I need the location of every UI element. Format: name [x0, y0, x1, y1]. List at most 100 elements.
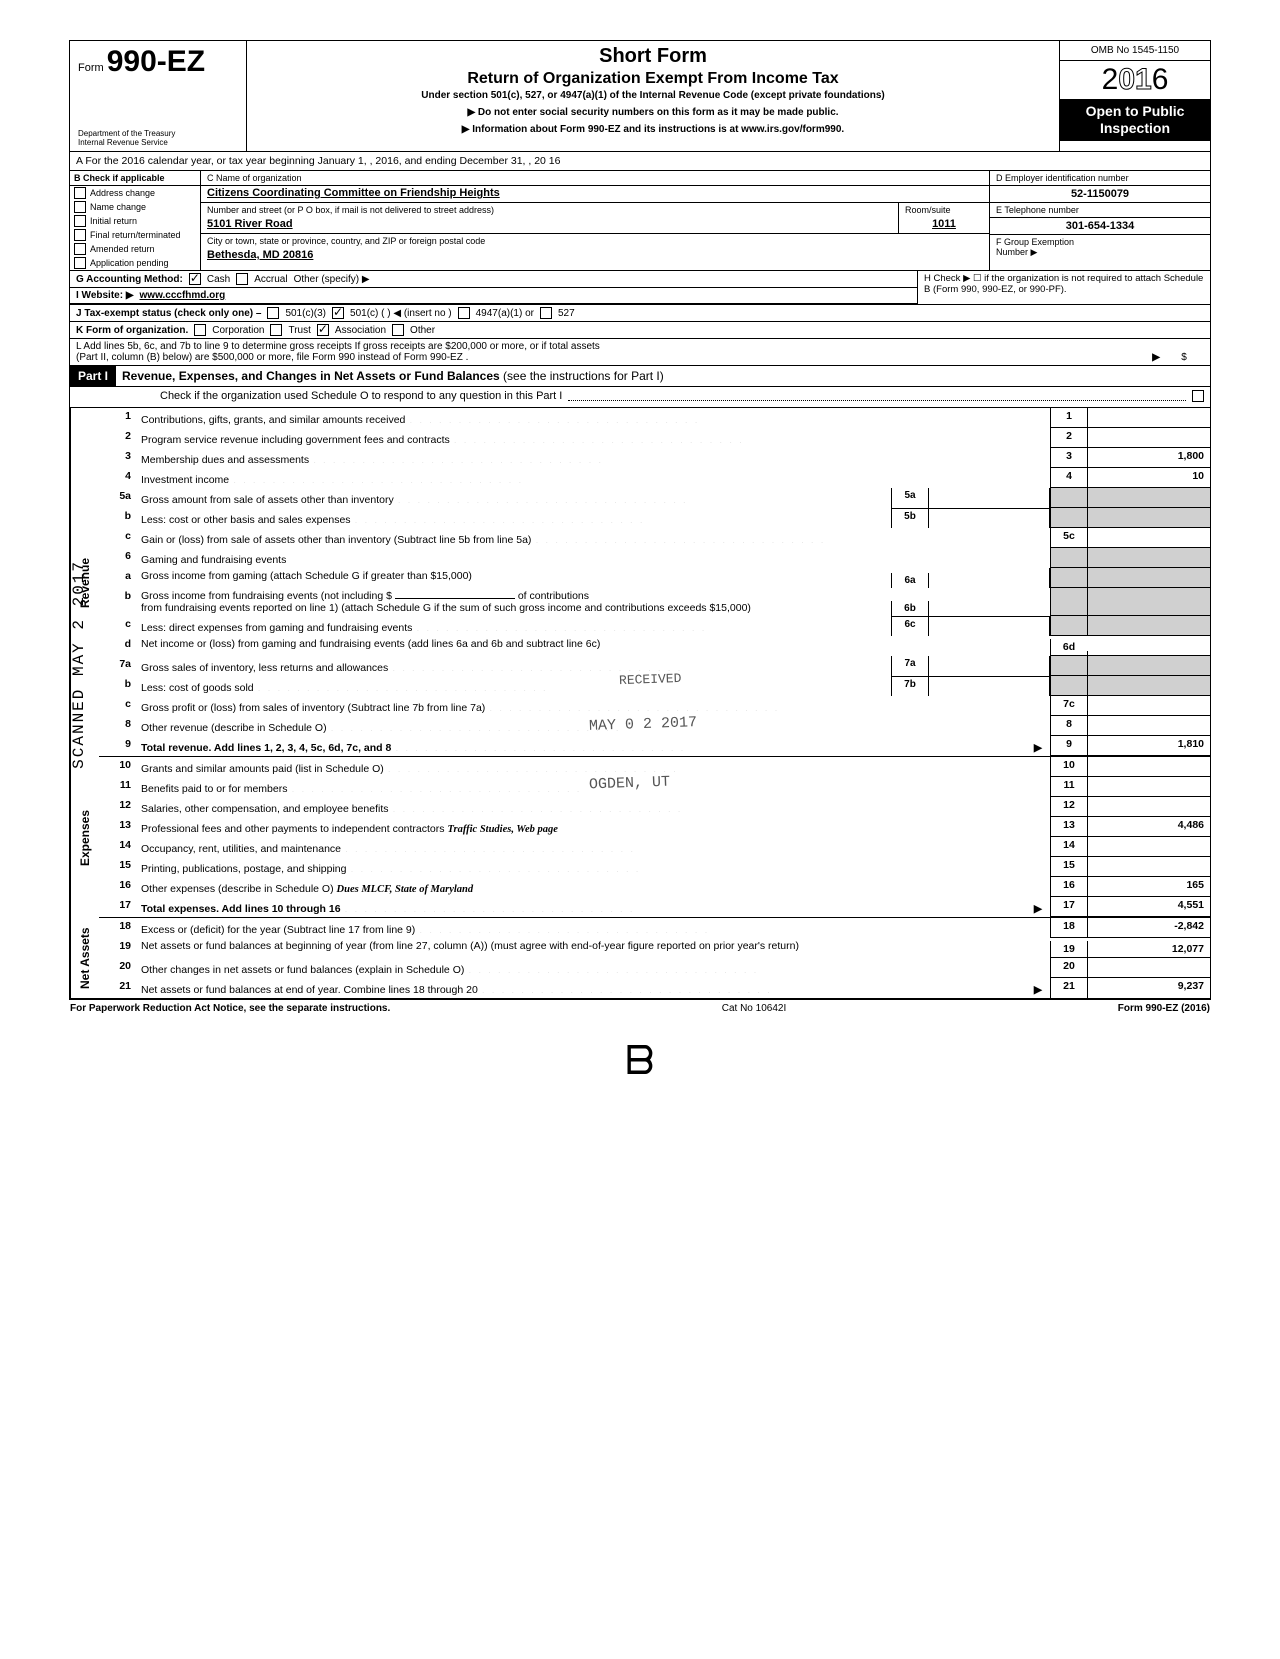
footer-cat: Cat No 10642I: [390, 1003, 1117, 1014]
line19-label: Net assets or fund balances at beginning…: [141, 940, 799, 952]
amt-18: -2,842: [1087, 918, 1210, 938]
label-org-name: C Name of organization: [201, 171, 989, 186]
label-ein: D Employer identification number: [990, 171, 1210, 186]
amt-13: 4,486: [1087, 817, 1210, 837]
cb-final-return[interactable]: [74, 229, 86, 241]
dept-treasury: Department of the Treasury: [78, 129, 238, 138]
col-b-header: B Check if applicable: [70, 171, 200, 186]
amt-4: 10: [1087, 468, 1210, 488]
line6-label: Gaming and fundraising events: [141, 554, 286, 566]
initial-squiggle: ᗷ: [50, 1017, 1230, 1104]
revenue-section: Revenue 1Contributions, gifts, grants, a…: [70, 408, 1210, 757]
schedule-o-check: Check if the organization used Schedule …: [70, 387, 1210, 408]
line-g: G Accounting Method: Cash Accrual Other …: [70, 271, 917, 288]
line3-label: Membership dues and assessments: [141, 454, 309, 466]
form-number: 990-EZ: [107, 45, 205, 78]
org-city: Bethesda, MD 20816: [201, 248, 989, 264]
cb-527[interactable]: [540, 307, 552, 319]
amt-16: 165: [1087, 877, 1210, 897]
cb-4947[interactable]: [458, 307, 470, 319]
expenses-section: Expenses 10Grants and similar amounts pa…: [70, 757, 1210, 918]
stamp-received: RECEIVED: [619, 671, 682, 688]
handwritten-16: Dues MLCF, State of Maryland: [337, 884, 474, 895]
line6a-label: Gross income from gaming (attach Schedul…: [141, 570, 472, 582]
line-k: K Form of organization. Corporation Trus…: [70, 322, 1210, 339]
footer-right: Form 990-EZ (2016): [1118, 1003, 1210, 1014]
section-bcdef: B Check if applicable Address change Nam…: [70, 171, 1210, 271]
line6b-label1: Gross income from fundraising events (no…: [141, 590, 392, 602]
line15-label: Printing, publications, postage, and shi…: [141, 863, 346, 875]
website-value: www.cccfhmd.org: [140, 290, 226, 301]
col-de: D Employer identification number 52-1150…: [990, 171, 1210, 270]
label-room: Room/suite: [899, 203, 989, 217]
line10-label: Grants and similar amounts paid (list in…: [141, 763, 384, 775]
side-revenue: Revenue: [70, 408, 99, 757]
tax-year: 2016: [1060, 61, 1210, 99]
cb-cash[interactable]: [189, 273, 201, 285]
amt-21: 9,237: [1087, 978, 1210, 998]
line11-label: Benefits paid to or for members: [141, 783, 287, 795]
label-city: City or town, state or province, country…: [201, 233, 989, 248]
cb-name-change[interactable]: [74, 201, 86, 213]
title-short: Short Form: [257, 45, 1049, 68]
line2-label: Program service revenue including govern…: [141, 434, 450, 446]
stamp-ogden: OGDEN, UT: [589, 774, 671, 794]
cb-corp[interactable]: [194, 324, 206, 336]
line8-label: Other revenue (describe in Schedule O): [141, 722, 327, 734]
amt-9: 1,810: [1087, 736, 1210, 756]
line-j: J Tax-exempt status (check only one) – 5…: [70, 305, 1210, 322]
part1-header-row: Part I Revenue, Expenses, and Changes in…: [70, 365, 1210, 387]
line6d-label: Net income or (loss) from gaming and fun…: [141, 638, 600, 650]
line-l: L Add lines 5b, 6c, and 7b to line 9 to …: [70, 339, 1210, 365]
title-sub: Under section 501(c), 527, or 4947(a)(1)…: [257, 90, 1049, 101]
cb-pending[interactable]: [74, 257, 86, 269]
cb-trust[interactable]: [270, 324, 282, 336]
cb-501c3[interactable]: [267, 307, 279, 319]
label-street: Number and street (or P O box, if mail i…: [201, 203, 898, 217]
line6b-label3: from fundraising events reported on line…: [141, 602, 751, 614]
instruction-info: ▶ Information about Form 990-EZ and its …: [257, 124, 1049, 135]
cb-address-change[interactable]: [74, 187, 86, 199]
cb-other[interactable]: [392, 324, 404, 336]
line7b-label: Less: cost of goods sold: [141, 682, 254, 694]
line7c-label: Gross profit or (loss) from sales of inv…: [141, 702, 485, 714]
line9-label: Total revenue. Add lines 1, 2, 3, 4, 5c,…: [141, 742, 391, 754]
cb-assoc[interactable]: [317, 324, 329, 336]
omb-cell: OMB No 1545-1150 2016 Open to PublicInsp…: [1059, 41, 1210, 151]
form-990ez: Form 990-EZ Department of the Treasury I…: [69, 40, 1211, 1000]
cb-501c[interactable]: [332, 307, 344, 319]
cb-amended[interactable]: [74, 243, 86, 255]
cb-schedule-o[interactable]: [1192, 390, 1204, 402]
instruction-ssn: ▶ Do not enter social security numbers o…: [257, 107, 1049, 118]
line-i: I Website: ▶ www.cccfhmd.org: [70, 288, 917, 304]
amt-19: 12,077: [1087, 941, 1210, 958]
side-netassets: Net Assets: [70, 918, 99, 998]
side-expenses: Expenses: [70, 757, 99, 918]
ein-value: 52-1150079: [990, 186, 1210, 202]
amt-17: 4,551: [1087, 897, 1210, 917]
cb-initial-return[interactable]: [74, 215, 86, 227]
netassets-section: Net Assets 18Excess or (deficit) for the…: [70, 918, 1210, 999]
dept-irs: Internal Revenue Service: [78, 138, 238, 147]
omb-number: OMB No 1545-1150: [1060, 41, 1210, 61]
line-h: H Check ▶ ☐ if the organization is not r…: [917, 271, 1210, 304]
line17-label: Total expenses. Add lines 10 through 16: [141, 903, 341, 915]
title-cell: Short Form Return of Organization Exempt…: [247, 41, 1059, 151]
cb-accrual[interactable]: [236, 273, 248, 285]
line13-label: Professional fees and other payments to …: [141, 823, 445, 835]
line18-label: Excess or (deficit) for the year (Subtra…: [141, 924, 415, 936]
line1-label: Contributions, gifts, grants, and simila…: [141, 414, 405, 426]
line20-label: Other changes in net assets or fund bala…: [141, 964, 464, 976]
org-name: Citizens Coordinating Committee on Frien…: [201, 186, 989, 202]
line6b-label2: of contributions: [518, 590, 589, 602]
org-room: 1011: [899, 217, 989, 233]
title-main: Return of Organization Exempt From Incom…: [257, 70, 1049, 88]
form-prefix: Form: [78, 62, 104, 74]
line-a-tax-year: A For the 2016 calendar year, or tax yea…: [70, 152, 1210, 171]
line7a-label: Gross sales of inventory, less returns a…: [141, 662, 388, 674]
col-c-org-info: C Name of organization Citizens Coordina…: [201, 171, 990, 270]
line5b-label: Less: cost or other basis and sales expe…: [141, 514, 351, 526]
handwritten-13: Traffic Studies, Web page: [447, 824, 557, 835]
phone-value: 301-654-1334: [990, 218, 1210, 234]
label-group-exempt: F Group ExemptionNumber ▶: [990, 234, 1210, 260]
